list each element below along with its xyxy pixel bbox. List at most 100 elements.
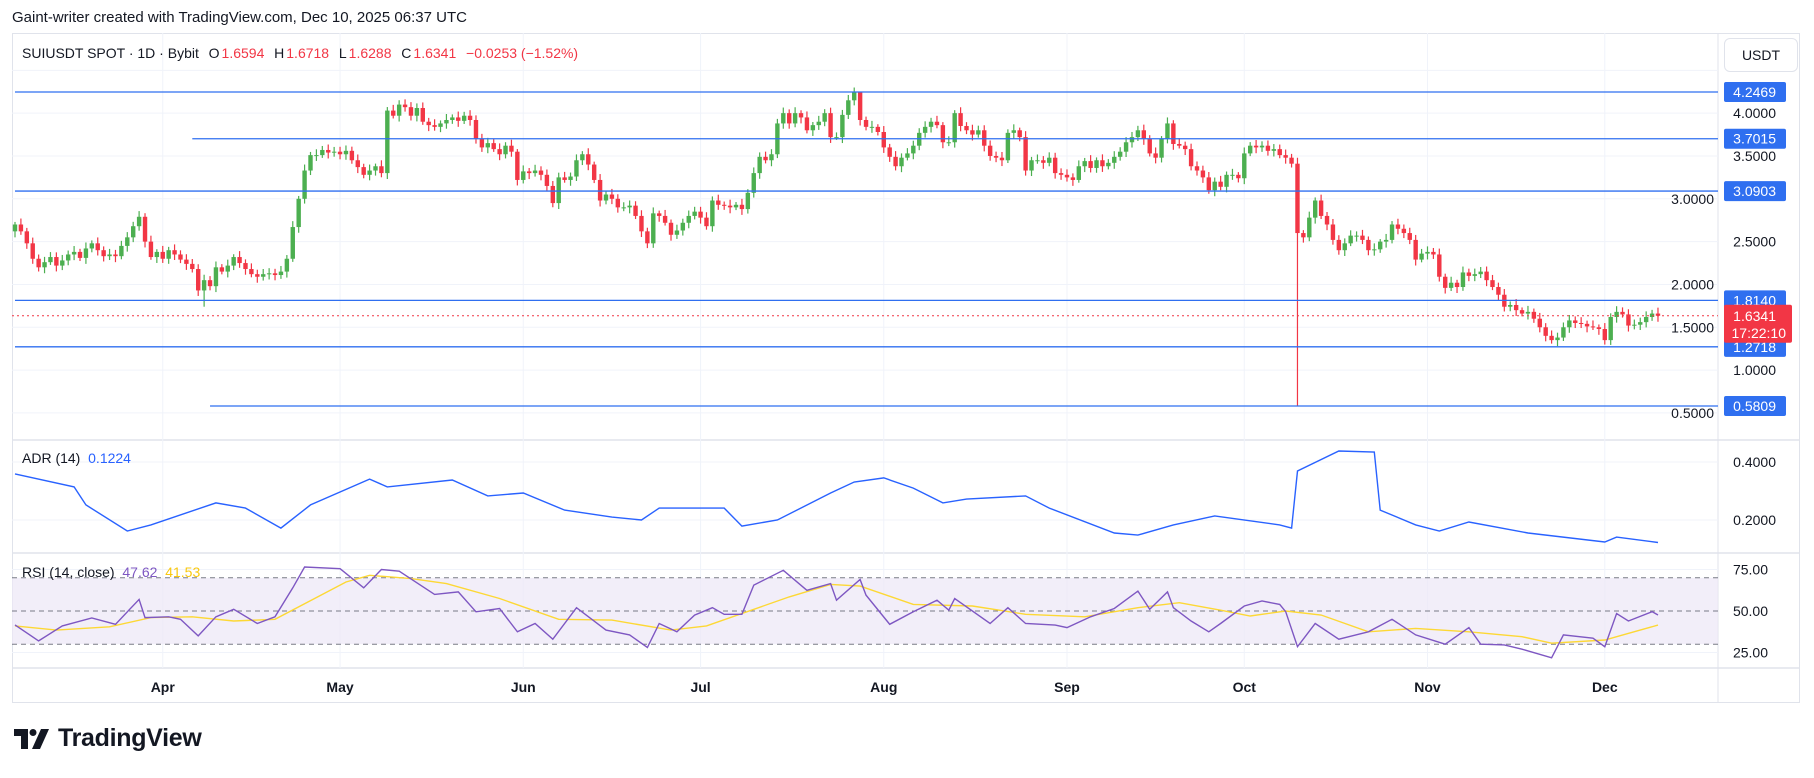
- candle-body[interactable]: [1342, 243, 1347, 251]
- candle-body[interactable]: [196, 269, 201, 291]
- candle-body[interactable]: [207, 280, 213, 287]
- candle-body[interactable]: [1224, 174, 1229, 187]
- candle-body[interactable]: [568, 176, 573, 180]
- candle-body[interactable]: [1182, 145, 1188, 150]
- candle-body[interactable]: [1460, 272, 1466, 288]
- candle-body[interactable]: [1584, 323, 1590, 327]
- candle-body[interactable]: [1177, 143, 1182, 146]
- candle-body[interactable]: [603, 194, 609, 201]
- candle-body[interactable]: [24, 231, 30, 244]
- candle-body[interactable]: [911, 145, 916, 154]
- candle-body[interactable]: [255, 274, 260, 277]
- adr-label[interactable]: ADR (14): [22, 450, 81, 466]
- candle-body[interactable]: [982, 130, 987, 146]
- candle-body[interactable]: [1519, 310, 1525, 314]
- candle-body[interactable]: [1242, 153, 1247, 179]
- candle-body[interactable]: [893, 156, 898, 167]
- candle-body[interactable]: [438, 123, 443, 127]
- candle-body[interactable]: [1011, 130, 1016, 133]
- candle-body[interactable]: [1490, 280, 1495, 288]
- candle-body[interactable]: [1094, 160, 1099, 168]
- candle-body[interactable]: [698, 211, 703, 218]
- candle-body[interactable]: [1632, 324, 1637, 326]
- candle-body[interactable]: [172, 250, 177, 255]
- candle-body[interactable]: [733, 204, 739, 208]
- candle-body[interactable]: [846, 100, 851, 115]
- candle-body[interactable]: [1513, 305, 1519, 311]
- candle-body[interactable]: [1543, 327, 1548, 336]
- candle-body[interactable]: [922, 126, 928, 133]
- candle-body[interactable]: [958, 113, 963, 126]
- candle-body[interactable]: [379, 166, 384, 174]
- candle-body[interactable]: [798, 113, 804, 118]
- candle-body[interactable]: [1389, 224, 1395, 240]
- candle-body[interactable]: [107, 254, 112, 257]
- candle-body[interactable]: [1555, 337, 1560, 341]
- candle-body[interactable]: [574, 160, 579, 177]
- candle-body[interactable]: [1129, 137, 1135, 143]
- candle-body[interactable]: [1283, 155, 1288, 158]
- candle-body[interactable]: [60, 260, 65, 266]
- candle-body[interactable]: [432, 125, 437, 127]
- candle-body[interactable]: [651, 213, 656, 244]
- tradingview-logo[interactable]: TradingView: [14, 724, 202, 753]
- candle-body[interactable]: [272, 273, 278, 276]
- candle-body[interactable]: [1159, 138, 1164, 158]
- candle-body[interactable]: [497, 149, 502, 155]
- candle-body[interactable]: [840, 114, 845, 138]
- candle-body[interactable]: [1626, 314, 1631, 326]
- candle-body[interactable]: [934, 121, 940, 126]
- candle-body[interactable]: [1419, 253, 1424, 260]
- candle-body[interactable]: [456, 117, 461, 121]
- candle-body[interactable]: [302, 170, 307, 199]
- candle-body[interactable]: [266, 273, 272, 275]
- candle-body[interactable]: [674, 230, 680, 235]
- candle-body[interactable]: [591, 164, 597, 180]
- candle-body[interactable]: [1112, 156, 1117, 163]
- candle-body[interactable]: [887, 147, 892, 157]
- candle-body[interactable]: [1478, 271, 1483, 275]
- candle-body[interactable]: [1549, 335, 1554, 341]
- candle-body[interactable]: [1005, 132, 1011, 161]
- candle-body[interactable]: [538, 170, 544, 175]
- candle-body[interactable]: [769, 154, 774, 161]
- symbol-title[interactable]: SUIUSDT SPOT · 1D · Bybit: [22, 45, 199, 61]
- candle-body[interactable]: [609, 194, 615, 199]
- candle-body[interactable]: [1425, 251, 1430, 254]
- candle-body[interactable]: [1295, 163, 1300, 234]
- candle-body[interactable]: [633, 205, 638, 216]
- candle-body[interactable]: [355, 160, 360, 168]
- candle-body[interactable]: [787, 113, 792, 124]
- candle-body[interactable]: [1602, 328, 1607, 341]
- candle-body[interactable]: [491, 143, 496, 150]
- candle-body[interactable]: [467, 115, 473, 120]
- candle-body[interactable]: [739, 204, 745, 210]
- rsi-label[interactable]: RSI (14, close): [22, 564, 115, 580]
- candle-body[interactable]: [1330, 224, 1336, 240]
- candle-body[interactable]: [54, 257, 59, 266]
- candle-body[interactable]: [308, 155, 313, 171]
- candle-body[interactable]: [710, 200, 715, 227]
- candle-body[interactable]: [1088, 161, 1093, 168]
- candle-body[interactable]: [1608, 316, 1613, 341]
- candle-body[interactable]: [18, 224, 24, 232]
- candle-body[interactable]: [532, 170, 538, 174]
- candle-body[interactable]: [1401, 228, 1407, 234]
- candle-body[interactable]: [1147, 138, 1152, 154]
- candle-body[interactable]: [125, 237, 130, 246]
- candle-body[interactable]: [1378, 241, 1383, 250]
- candle-body[interactable]: [450, 117, 455, 120]
- candle-body[interactable]: [1443, 276, 1448, 288]
- candle-body[interactable]: [1649, 313, 1655, 317]
- candle-body[interactable]: [1212, 181, 1217, 191]
- candle-body[interactable]: [1029, 160, 1034, 171]
- candle-body[interactable]: [48, 257, 53, 263]
- candle-body[interactable]: [999, 157, 1005, 161]
- candle-body[interactable]: [373, 166, 378, 171]
- candle-body[interactable]: [361, 167, 366, 175]
- candle-body[interactable]: [792, 113, 798, 124]
- candle-body[interactable]: [509, 145, 514, 152]
- candle-body[interactable]: [662, 215, 668, 223]
- candle-body[interactable]: [1360, 235, 1365, 240]
- candle-body[interactable]: [1484, 271, 1489, 281]
